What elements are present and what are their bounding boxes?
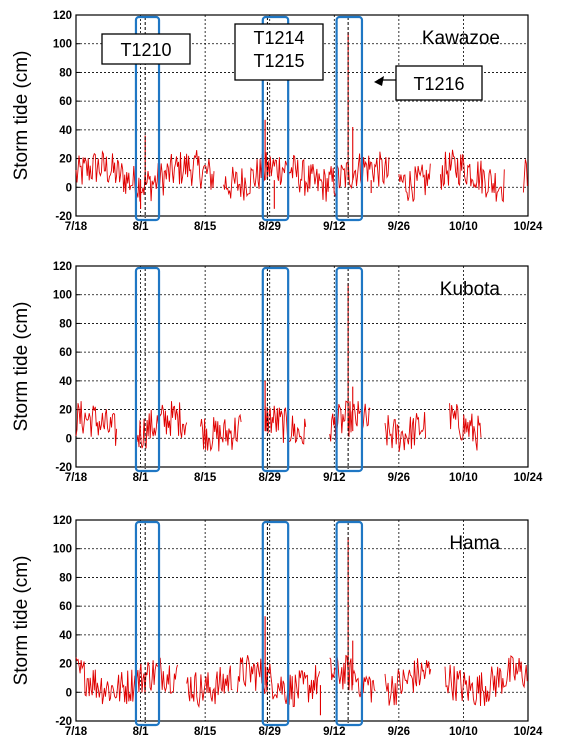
typhoon-label-box [101, 33, 191, 65]
y-tick-label: 0 [66, 433, 72, 445]
y-tick-label: 60 [59, 96, 72, 108]
x-tick-label: 10/24 [514, 726, 543, 738]
x-tick-label: 9/12 [323, 221, 345, 233]
chart-panel-kubota: -20 0 20 40 60 80 100 120 7/18 8/1 8/15 8/29 9/12 9/2… [11, 261, 543, 484]
storm-window-box [134, 15, 161, 222]
typhoon-label: T1210 [120, 40, 171, 60]
station-name: Kawazoe [422, 28, 500, 49]
y-axis-label: Storm tide (cm) [11, 51, 32, 181]
y-tick-label: 0 [66, 687, 72, 699]
x-tick-label: 9/12 [323, 726, 345, 738]
plot-frame [75, 519, 529, 722]
arrow-head-icon [374, 76, 384, 86]
x-tick-label: 8/15 [194, 726, 217, 738]
y-tick-label: 120 [53, 10, 72, 22]
series-segment [186, 665, 233, 709]
plot-frame [75, 265, 529, 468]
x-tick-label: 9/12 [323, 472, 345, 484]
x-tick-label: 10/10 [449, 472, 478, 484]
x-tick-label: 7/18 [65, 726, 88, 738]
y-tick-label: 20 [59, 154, 72, 166]
x-tick-label: 10/10 [449, 726, 478, 738]
y-tick-label: -20 [55, 211, 72, 223]
storm-window-box [335, 266, 364, 473]
typhoon-label: T1216 [413, 74, 464, 94]
y-tick-label: 60 [59, 347, 72, 359]
series-segment [439, 149, 505, 203]
chart-panel-kawazoe: -20 0 20 40 60 80 100 120 7/18 8/1 8/15 8/29 9/12 9/2… [11, 10, 543, 233]
x-tick-label: 8/29 [259, 221, 281, 233]
plot-frame [75, 14, 529, 217]
x-tick-label: 8/15 [194, 221, 217, 233]
x-tick-label: 10/24 [514, 472, 543, 484]
typhoon-label-box [395, 65, 483, 101]
series-segment [384, 658, 432, 706]
x-tick-label: 8/29 [259, 726, 281, 738]
x-tick-label: 7/18 [65, 472, 88, 484]
y-tick-label: -20 [55, 462, 72, 474]
series-segment [75, 401, 118, 446]
series-segment [522, 159, 528, 193]
series-segment [223, 151, 390, 202]
series-segment [135, 401, 188, 449]
y-tick-label: -20 [55, 716, 72, 728]
y-tick-label: 80 [59, 572, 72, 584]
y-tick-label: 40 [59, 630, 72, 642]
x-tick-label: 8/1 [133, 221, 150, 233]
y-tick-label: 100 [53, 39, 72, 51]
series-segment [449, 403, 482, 451]
storm-window-box [261, 520, 290, 727]
y-tick-label: 100 [53, 544, 72, 556]
y-tick-label: 20 [59, 405, 72, 417]
x-tick-label: 8/1 [133, 472, 150, 484]
y-tick-label: 40 [59, 125, 72, 137]
typhoon-label: T1214 T1215 [253, 28, 304, 71]
series-segment [75, 657, 178, 705]
station-name: Hama [449, 533, 500, 554]
x-tick-label: 7/18 [65, 221, 88, 233]
series-segment [398, 163, 431, 202]
chart-panel-hama: -20 0 20 40 60 80 100 120 7/18 8/1 8/15 8/29 9/12 9/2… [11, 515, 543, 738]
y-tick-label: 100 [53, 290, 72, 302]
y-tick-label: 80 [59, 318, 72, 330]
series-segment [200, 413, 242, 452]
storm-window-box [261, 266, 290, 473]
y-axis-label: Storm tide (cm) [11, 302, 32, 432]
storm-window-box [134, 520, 161, 727]
y-tick-label: 80 [59, 67, 72, 79]
x-tick-label: 10/24 [514, 221, 543, 233]
storm-tide-series [75, 283, 482, 452]
y-tick-label: 60 [59, 601, 72, 613]
station-name: Kubota [440, 279, 501, 300]
series-segment [264, 405, 307, 445]
y-tick-label: 0 [66, 182, 72, 194]
x-tick-label: 8/29 [259, 472, 281, 484]
storm-window-box [261, 15, 290, 222]
y-axis-label: Storm tide (cm) [11, 556, 32, 686]
x-tick-label: 10/10 [449, 221, 478, 233]
x-tick-label: 9/26 [388, 221, 410, 233]
x-tick-label: 9/26 [388, 472, 410, 484]
y-tick-label: 40 [59, 376, 72, 388]
storm-tide-series [75, 537, 528, 716]
x-tick-label: 8/15 [194, 472, 217, 484]
series-segment [384, 411, 427, 452]
typhoon-label-box [234, 23, 324, 81]
storm-window-box [335, 15, 364, 222]
x-tick-label: 8/1 [133, 726, 150, 738]
series-segment [236, 655, 321, 708]
storm-window-box [134, 266, 161, 473]
y-tick-label: 120 [53, 515, 72, 527]
series-segment [444, 655, 528, 707]
y-tick-label: 20 [59, 659, 72, 671]
storm-window-box [335, 520, 364, 727]
y-tick-label: 120 [53, 261, 72, 273]
x-tick-label: 9/26 [388, 726, 410, 738]
